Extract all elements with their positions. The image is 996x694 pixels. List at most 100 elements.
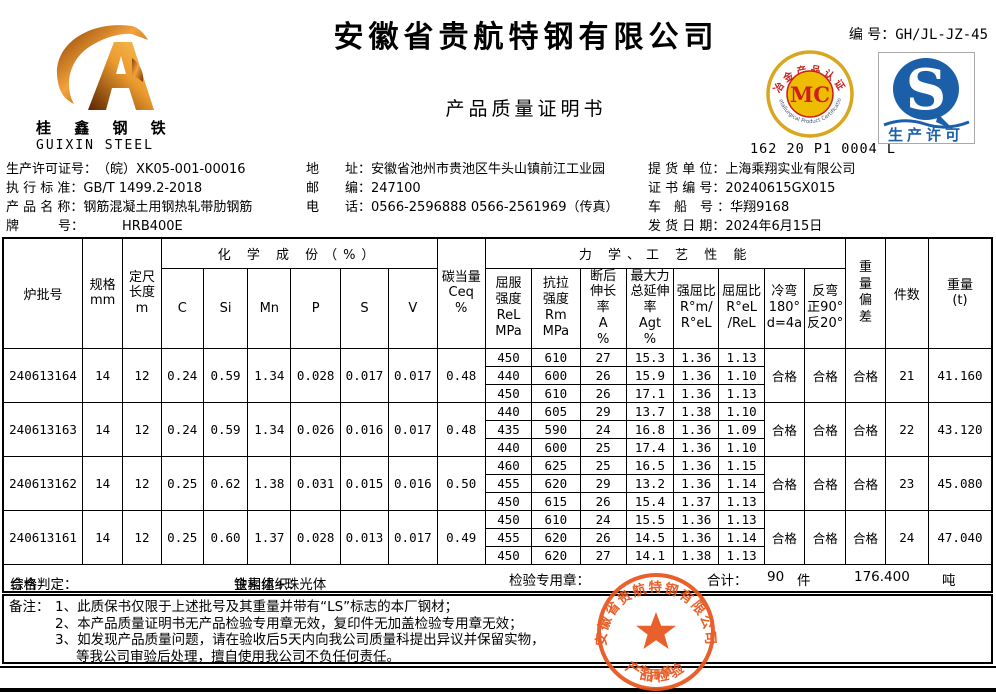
weight-unit: 吨 bbox=[942, 573, 956, 590]
cell-r1: 1.36 bbox=[673, 455, 720, 475]
cell-r1: 1.36 bbox=[673, 419, 720, 439]
col-header-a-text: 断后 伸长 率 A % bbox=[590, 268, 617, 347]
cell-rel: 440 bbox=[484, 437, 533, 457]
cell-a: 29 bbox=[579, 401, 627, 421]
note-line: 等我公司审验后处理，擅自使用我公司不负任何责任。 bbox=[76, 648, 400, 665]
license-no-value: （皖）XK05-001-00016 bbox=[97, 162, 246, 177]
cell-p: 0.028 bbox=[290, 509, 341, 565]
notes-label: 备注： bbox=[9, 599, 50, 615]
cell-r2: 1.13 bbox=[718, 491, 765, 511]
cell-r2: 1.15 bbox=[718, 455, 765, 475]
ship-date-value: 2024年6月15日 bbox=[725, 219, 823, 234]
col-header-v: V bbox=[388, 267, 438, 349]
cell-len: 12 bbox=[122, 509, 162, 565]
cell-wdev: 合格 bbox=[845, 455, 886, 511]
cell-weight: 47.040 bbox=[927, 509, 993, 565]
page-title: 产品质量证明书 bbox=[445, 98, 607, 120]
cell-r2: 1.13 bbox=[718, 509, 765, 529]
cell-r1: 1.38 bbox=[673, 401, 720, 421]
total-pieces: 90 bbox=[767, 569, 785, 586]
note-line: 2、本产品质量证明书无产品检验专用章无效，复印件无加盖检验专用章无效； bbox=[55, 615, 523, 632]
table-row: 240613162 14 12 0.25 0.62 1.38 0.031 0.0… bbox=[2, 455, 993, 511]
cell-rel: 450 bbox=[484, 491, 533, 511]
postcode-label: 邮 编： bbox=[306, 181, 372, 196]
cell-rm: 600 bbox=[531, 437, 581, 457]
cell-c: 0.25 bbox=[160, 455, 204, 511]
qs-label: 生产许可 bbox=[888, 126, 964, 144]
table-subrow: 450 620 27 14.1 1.38 1.13 bbox=[3, 545, 992, 565]
pieces-unit: 件 bbox=[797, 573, 811, 590]
total-weight: 176.400 bbox=[854, 569, 910, 586]
col-header-reverse-bend-text: 反弯 正90° 反20° bbox=[807, 284, 844, 332]
cell-rm: 610 bbox=[531, 383, 581, 403]
cell-r1: 1.36 bbox=[673, 347, 720, 367]
cell-agt: 14.5 bbox=[625, 527, 675, 547]
footer-divider bbox=[0, 666, 996, 668]
cell-wdev: 合格 bbox=[845, 509, 886, 565]
inspection-seal-label: 检验专用章： bbox=[509, 573, 590, 590]
cell-weight: 41.160 bbox=[927, 347, 993, 403]
cell-ceq: 0.49 bbox=[436, 509, 486, 565]
phone-label: 电 话： bbox=[306, 200, 372, 215]
col-header-s: S bbox=[339, 267, 390, 349]
col-header-mn: Mn bbox=[247, 267, 292, 349]
cell-rev: 合格 bbox=[804, 347, 847, 403]
cell-r2: 1.09 bbox=[718, 419, 765, 439]
cell-c: 0.24 bbox=[160, 401, 204, 457]
ship-date-row: 发 货 日 期：2024年6月15日 bbox=[648, 217, 994, 236]
grade-row: 牌 号： HRB400E bbox=[6, 217, 306, 236]
vehicle-row: 车 船 号 ：华翔9168 bbox=[648, 198, 994, 217]
cell-len: 12 bbox=[122, 455, 162, 511]
cell-rm: 610 bbox=[531, 347, 581, 367]
cell-c: 0.24 bbox=[160, 347, 204, 403]
cell-s: 0.016 bbox=[339, 401, 390, 457]
cell-wdev: 合格 bbox=[845, 347, 886, 403]
doc-number-label: 编 号： bbox=[848, 27, 896, 43]
cell-pieces: 22 bbox=[884, 401, 929, 457]
cell-rev: 合格 bbox=[804, 509, 847, 565]
cell-a: 26 bbox=[579, 383, 627, 403]
cell-pieces: 24 bbox=[884, 509, 929, 565]
cell-rel: 450 bbox=[484, 545, 533, 565]
col-header-length-text: 定尺 长度 m bbox=[128, 269, 155, 317]
standard-row: 执 行 标 准：GB/T 1499.2-2018 bbox=[6, 179, 306, 198]
cell-len: 12 bbox=[122, 347, 162, 403]
cell-r2: 1.14 bbox=[718, 527, 765, 547]
chem-group-header: 化 学 成 份（%） bbox=[160, 237, 438, 269]
cell-rm: 590 bbox=[531, 419, 581, 439]
consignee-value: 上海乘翔实业有限公司 bbox=[725, 162, 856, 177]
phone-row: 电 话：0566-2596888 0566-2561969（传真） bbox=[306, 198, 646, 217]
col-header-a: 断后 伸长 率 A % bbox=[579, 267, 627, 349]
product-name-row: 产 品 名 称：钢筋混凝土用钢热轧带肋钢筋 bbox=[6, 198, 306, 217]
phone-value: 0566-2596888 0566-2561969（传真） bbox=[371, 200, 619, 215]
cell-r2: 1.13 bbox=[718, 347, 765, 367]
cell-r1: 1.38 bbox=[673, 545, 720, 565]
col-header-ceq: 碳当量 Ceq % bbox=[436, 237, 486, 349]
overall-verdict-label: 综合判定： bbox=[10, 577, 78, 593]
cell-pieces: 21 bbox=[884, 347, 929, 403]
license-no-row: 生产许可证号：（皖）XK05-001-00016 bbox=[6, 160, 306, 179]
notes-box: 备注： 1、此质保书仅限于上述批号及其重量并带有“LS”标志的本厂钢材； 2、本… bbox=[2, 594, 993, 665]
cell-mn: 1.38 bbox=[247, 455, 292, 511]
cell-rel: 435 bbox=[484, 419, 533, 439]
cell-rel: 460 bbox=[484, 455, 533, 475]
cell-cold: 合格 bbox=[763, 455, 806, 511]
cell-v: 0.017 bbox=[388, 401, 438, 457]
cell-rm: 605 bbox=[531, 401, 581, 421]
doc-number: 编 号：GH/JL-JZ-45 bbox=[849, 24, 988, 44]
notes-lines: 1、此质保书仅限于上述批号及其重量并带有“LS”标志的本厂钢材； 2、本产品质量… bbox=[55, 599, 545, 665]
cell-pieces: 23 bbox=[884, 455, 929, 511]
vehicle-label: 车 船 号 ： bbox=[648, 200, 731, 215]
address-label: 地 址： bbox=[306, 162, 372, 177]
col-header-weight: 重量 (t) bbox=[927, 237, 993, 349]
table-row: 240613161 14 12 0.25 0.60 1.37 0.028 0.0… bbox=[2, 509, 993, 565]
cell-v: 0.016 bbox=[388, 455, 438, 511]
cell-a: 24 bbox=[579, 509, 627, 529]
cell-s: 0.017 bbox=[339, 347, 390, 403]
cell-r1: 1.36 bbox=[673, 383, 720, 403]
cell-r1: 1.36 bbox=[673, 437, 720, 457]
col-header-spec: 规格 mm bbox=[82, 237, 124, 349]
cell-rm: 620 bbox=[531, 473, 581, 493]
col-header-length: 定尺 长度 m bbox=[122, 237, 162, 349]
cell-rm: 600 bbox=[531, 365, 581, 385]
